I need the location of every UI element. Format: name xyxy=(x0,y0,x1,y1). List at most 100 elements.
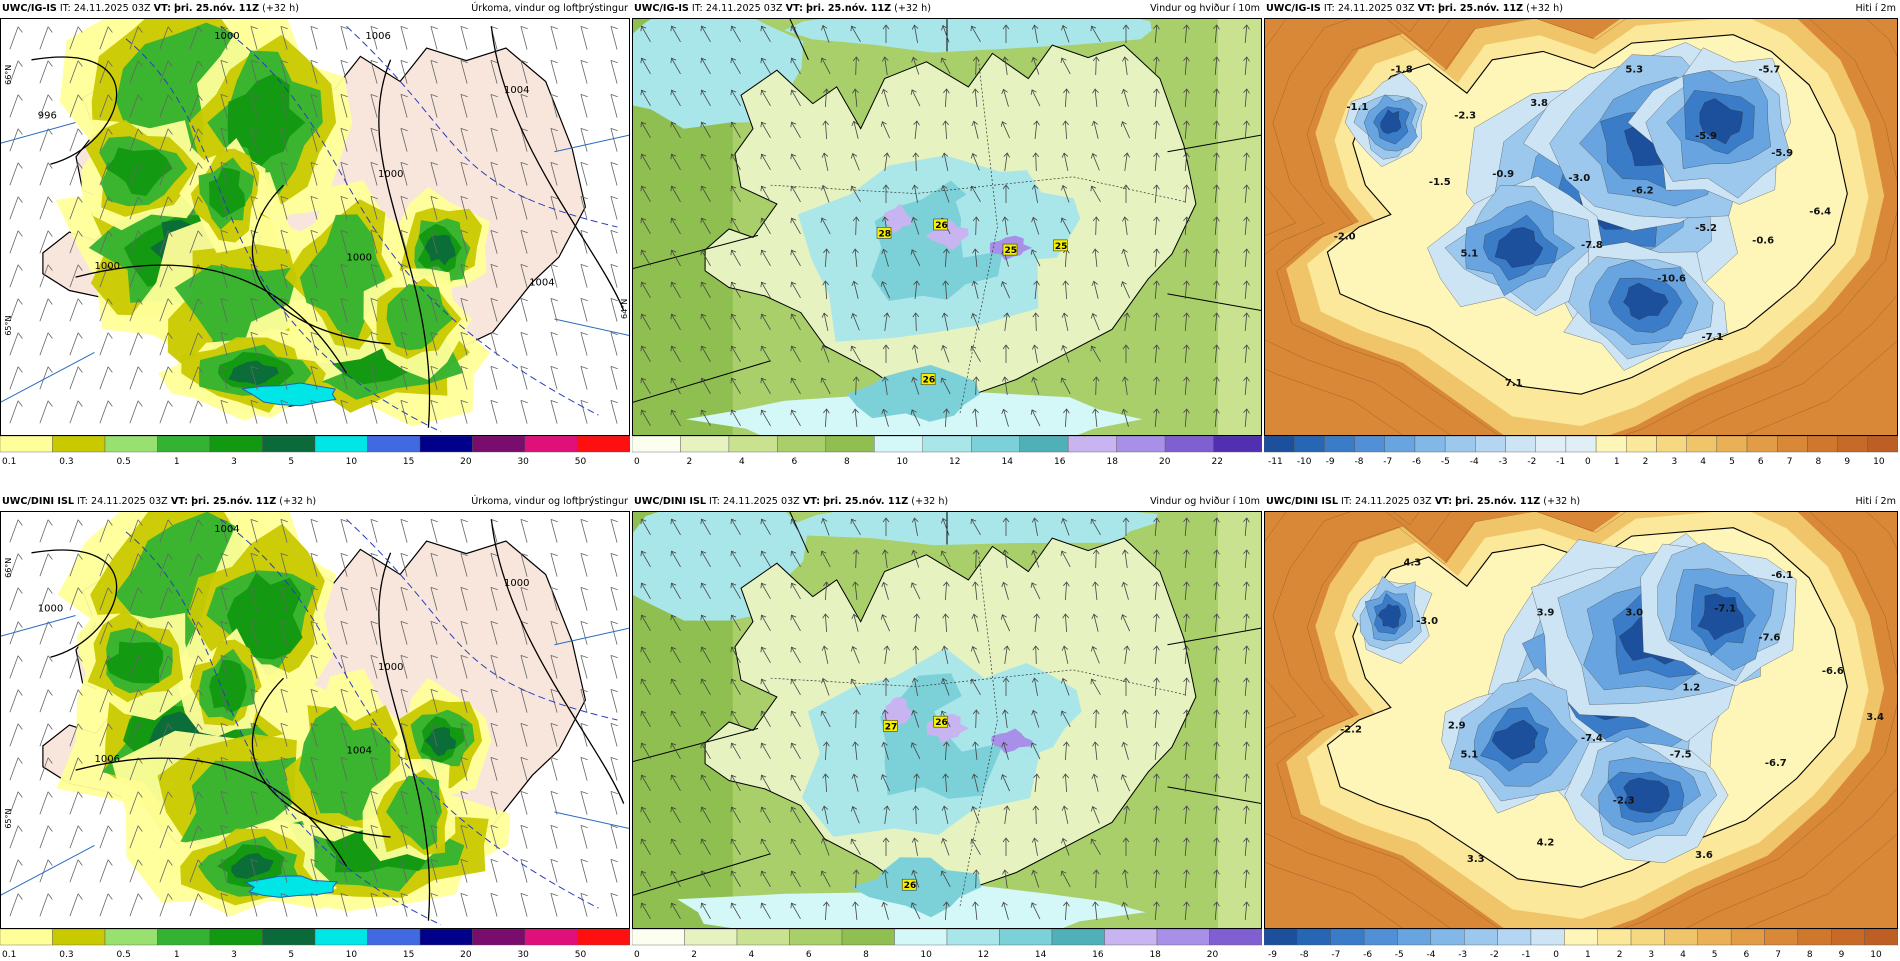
temperature-value: -5.7 xyxy=(1759,64,1781,75)
field-title: Úrkoma, vindur og loftþrýstingur xyxy=(471,3,628,14)
color-legend: -9 -8 -7 -6 -5 -4 -3 -2 -1 0 1 2 3 4 5 6 7 8 9 10 xyxy=(1264,929,1898,961)
legend-swatch xyxy=(419,929,473,946)
legend-tick: 0.5 xyxy=(117,950,131,960)
legend-tick: 10 xyxy=(1873,457,1885,467)
isobars xyxy=(31,26,625,428)
legend-swatch xyxy=(894,929,948,946)
temperature-value: -1.1 xyxy=(1346,102,1368,113)
legend-swatch xyxy=(157,436,211,453)
legend-tick: 4 xyxy=(1700,457,1706,467)
legend-tick: 0.1 xyxy=(2,457,16,467)
isobar-label: 1000 xyxy=(347,252,372,263)
legend-swatch xyxy=(1867,436,1898,453)
latitude-label: 66°N xyxy=(4,558,13,578)
legend-tick: 0 xyxy=(634,457,640,467)
valid-label: VT: xyxy=(785,3,803,14)
valid-label: VT: xyxy=(153,3,171,14)
init-label: IT: xyxy=(691,3,703,14)
panel-header: UWC/DINI ISL IT: 24.11.2025 03Z VT: þri.… xyxy=(0,493,632,511)
legend-swatch xyxy=(1297,929,1331,946)
isobar-label: 1006 xyxy=(365,31,390,42)
temperature-value: 3.9 xyxy=(1537,608,1555,619)
color-legend: 0.1 0.3 0.5 1 3 5 10 15 20 30 50 xyxy=(0,436,630,468)
legend-swatch xyxy=(1831,929,1865,946)
gust-label: 26 xyxy=(935,221,948,231)
init-time: 24.11.2025 03Z xyxy=(90,496,168,507)
legend-swatch xyxy=(1019,436,1069,453)
isobar-label: 1004 xyxy=(529,278,554,289)
legend-tick: 3 xyxy=(231,950,237,960)
legend-swatch xyxy=(777,436,827,453)
legend-tick: 8 xyxy=(844,457,850,467)
map-panel-precip: UWC/IG-IS IT: 24.11.2025 03Z VT: þri. 25… xyxy=(0,0,632,468)
legend-tick: 12 xyxy=(978,950,989,960)
legend-tick: 7 xyxy=(1775,950,1781,960)
legend-tick: -1 xyxy=(1556,457,1565,467)
temperature-contours xyxy=(125,25,618,433)
temperature-value: 5.1 xyxy=(1461,750,1479,761)
legend-swatch xyxy=(1686,436,1718,453)
temperature-value: -6.4 xyxy=(1809,206,1831,217)
temperature-value: -3.0 xyxy=(1416,616,1438,627)
legend-tick: 14 xyxy=(1035,950,1047,960)
legend-tick: 20 xyxy=(460,457,472,467)
legend-swatch xyxy=(680,436,730,453)
legend-tick: 6 xyxy=(806,950,812,960)
map-canvas: -1.8 5.3 -5.7 -1.1 -2.3 3.8 -0.9 -3.0 -5.9 -5.9 -1… xyxy=(1264,18,1898,436)
init-label: IT: xyxy=(1341,496,1352,507)
legend-swatch xyxy=(1164,436,1214,453)
legend-tick: 4 xyxy=(1680,950,1686,960)
legend-tick: 3 xyxy=(1671,457,1677,467)
model-name: UWC/IG-IS xyxy=(634,3,689,14)
field-title: Hiti í 2m xyxy=(1855,496,1896,507)
valid-time: þri. 25.nóv. 11Z xyxy=(1438,3,1524,14)
legend-tick: 30 xyxy=(517,457,529,467)
legend-swatch xyxy=(1656,436,1687,453)
legend-swatch xyxy=(1464,929,1498,946)
gust-label: 26 xyxy=(935,718,948,728)
valid-time: þri. 25.nóv. 11Z xyxy=(1455,496,1541,507)
isobar-label: 1000 xyxy=(378,662,403,673)
legend-swatch xyxy=(841,929,895,946)
lead-time: (+32 h) xyxy=(262,3,299,14)
field-title: Úrkoma, vindur og loftþrýstingur xyxy=(471,496,628,507)
temperature-value: 5.3 xyxy=(1625,64,1643,75)
legend-swatch xyxy=(157,929,211,946)
legend-tick: 6 xyxy=(1758,457,1764,467)
legend-swatch xyxy=(1067,436,1117,453)
legend-swatch xyxy=(1475,436,1506,453)
legend-swatch xyxy=(1626,436,1657,453)
legend-tick: -7 xyxy=(1383,457,1392,467)
legend-swatch xyxy=(1730,929,1765,946)
gust-label: 26 xyxy=(923,376,936,386)
lead-time: (+32 h) xyxy=(894,3,931,14)
legend-tick: -4 xyxy=(1427,950,1436,960)
legend-tick: -9 xyxy=(1326,457,1335,467)
color-legend: 0 2 4 6 8 10 12 14 16 18 20 xyxy=(632,929,1262,961)
legend-swatch xyxy=(367,929,421,946)
legend-tick: 1 xyxy=(1585,950,1591,960)
legend-swatch xyxy=(1630,929,1665,946)
temperature-value: -10.6 xyxy=(1657,273,1686,284)
legend-swatch xyxy=(1213,436,1262,453)
legend-swatch xyxy=(1116,436,1166,453)
panel-header: UWC/IG-IS IT: 24.11.2025 03Z VT: þri. 25… xyxy=(0,0,632,18)
panel-header: UWC/DINI ISL IT: 24.11.2025 03Z VT: þri.… xyxy=(632,493,1264,511)
legend-tick: 18 xyxy=(1149,950,1161,960)
color-legend: 0 2 4 6 8 10 12 14 16 18 20 22 xyxy=(632,436,1262,468)
legend-swatch xyxy=(1497,929,1532,946)
legend-tick: 9 xyxy=(1839,950,1845,960)
legend-swatch xyxy=(971,436,1020,453)
map-panel-wind: UWC/IG-IS IT: 24.11.2025 03Z VT: þri. 25… xyxy=(632,0,1264,468)
isobar-label: 1000 xyxy=(38,603,63,614)
init-time: 24.11.2025 03Z xyxy=(722,496,800,507)
legend-swatch xyxy=(0,436,53,453)
legend-tick: -6 xyxy=(1363,950,1372,960)
legend-tick: -2 xyxy=(1527,457,1536,467)
color-legend: 0.1 0.3 0.5 1 3 5 10 15 20 30 50 xyxy=(0,929,630,961)
legend-swatch xyxy=(1264,929,1298,946)
legend-swatch xyxy=(0,929,53,946)
legend-swatch xyxy=(728,436,778,453)
temperature-value: -6.1 xyxy=(1771,570,1793,581)
field-title: Vindur og hviður í 10m xyxy=(1150,496,1260,507)
